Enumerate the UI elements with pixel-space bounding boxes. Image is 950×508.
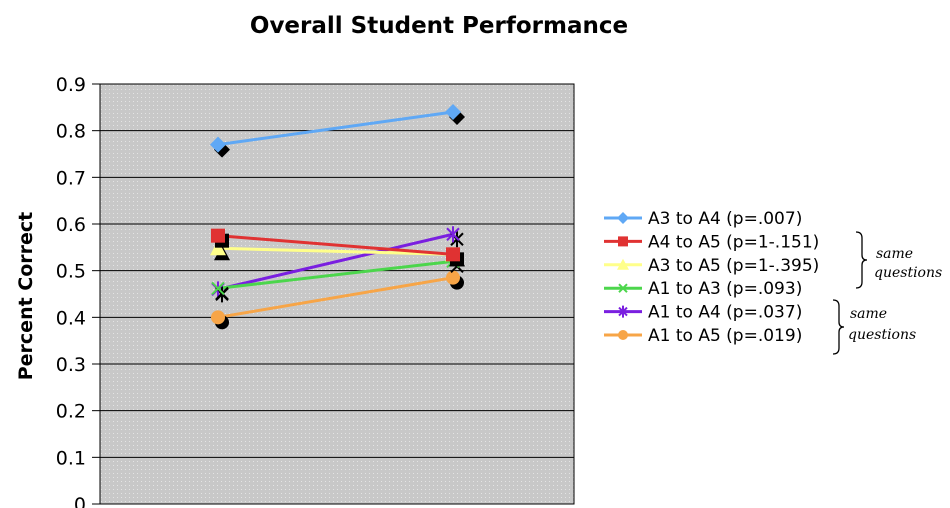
data-point — [445, 104, 461, 120]
y-tick-label: 0.9 — [56, 74, 86, 96]
series-line — [217, 232, 454, 291]
data-point — [211, 228, 225, 243]
y-tick-label: 0.8 — [56, 121, 86, 143]
data-point — [618, 236, 628, 247]
data-point — [618, 283, 628, 293]
data-point — [211, 310, 225, 325]
y-axis-label: Percent Correct — [15, 212, 37, 381]
brace-mark — [855, 231, 868, 289]
annotation-label: questions — [874, 265, 942, 281]
series-line — [217, 276, 454, 319]
chart-title: Overall Student Performance — [250, 13, 628, 39]
annotations: same questions same questions — [832, 231, 942, 355]
y-tick-label: 0.2 — [56, 401, 86, 423]
data-point — [618, 305, 628, 318]
y-tick-label: 0.6 — [56, 214, 86, 236]
y-tick-label: 0.1 — [56, 447, 86, 469]
legend-entry-label: A3 to A4 (p=.007) — [648, 209, 802, 229]
y-tick-label: 0.7 — [56, 167, 86, 189]
annotation-label: questions — [848, 327, 916, 343]
series-line — [217, 110, 454, 147]
series-lines — [217, 110, 454, 319]
data-point — [617, 258, 629, 270]
data-point — [446, 247, 460, 262]
legend-entry-label: A3 to A5 (p=1-.395) — [648, 256, 819, 276]
data-point — [210, 136, 226, 153]
data-point — [211, 281, 225, 296]
legend-entry-label: A4 to A5 (p=1-.151) — [648, 232, 819, 252]
y-tick-label: 0 — [74, 494, 86, 508]
series-line — [217, 246, 454, 256]
legend: A3 to A4 (p=.007) A4 to A5 (p=1-.151) A3 t… — [604, 209, 819, 346]
y-tick-label: 0.4 — [56, 307, 86, 329]
series-line — [217, 259, 454, 290]
annotation-label: same — [850, 306, 887, 322]
annotation-label: same — [876, 246, 913, 262]
legend-entry-label: A1 to A5 (p=.019) — [648, 326, 802, 346]
legend-entry-label: A1 to A4 (p=.037) — [648, 303, 802, 323]
y-tick-label: 0.3 — [56, 354, 86, 376]
data-point — [446, 270, 460, 285]
y-tick-labels: 0 0.1 0.2 0.3 0.4 0.5 0.6 0.7 0.8 0.9 — [56, 74, 86, 508]
series-markers — [210, 104, 465, 330]
data-point — [210, 240, 226, 256]
series-line — [217, 234, 454, 256]
plot-area — [99, 83, 575, 505]
data-point — [618, 330, 628, 340]
data-point — [617, 212, 629, 224]
gridlines — [92, 83, 574, 505]
brace-mark — [832, 299, 845, 355]
legend-entry-label: A1 to A3 (p=.093) — [648, 279, 802, 299]
data-point — [446, 226, 460, 243]
y-tick-label: 0.5 — [56, 261, 86, 283]
